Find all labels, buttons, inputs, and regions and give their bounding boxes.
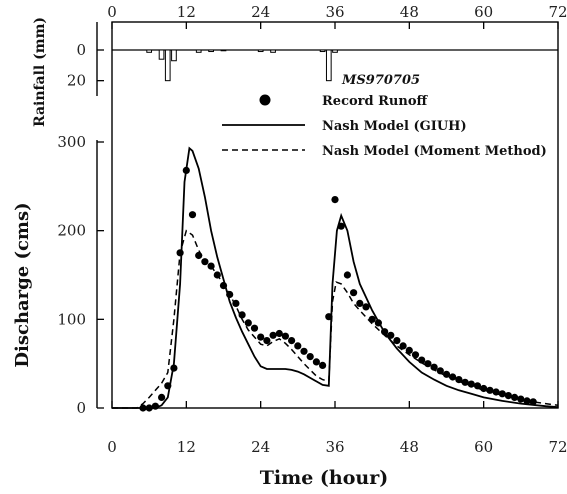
record-runoff-point (269, 331, 277, 339)
series-line-moment-method (112, 229, 559, 409)
record-runoff-point (356, 299, 364, 307)
x-tick-label-top: 72 (548, 3, 567, 21)
plot-frame (111, 21, 559, 409)
record-runoff-point (480, 384, 488, 393)
rainfall-bar (158, 49, 165, 60)
record-runoff-point (362, 303, 370, 311)
record-runoff-point (275, 329, 283, 338)
record-runoff-point (281, 332, 289, 340)
rainfall-bar (208, 49, 214, 53)
record-runoff-point (350, 289, 358, 297)
record-runoff-point (300, 347, 308, 355)
record-runoff-point (288, 337, 296, 345)
record-runoff-point (250, 324, 259, 332)
y-tick-label: 100 (57, 310, 86, 328)
y-tick-label: 200 (57, 222, 86, 240)
record-runoff-point (244, 319, 252, 327)
x-tick-label-top: 12 (177, 3, 196, 21)
x-tick-label-bottom: 72 (548, 438, 567, 456)
rainfall-axis-title: Rainfall (mm) (32, 17, 48, 127)
event-annotation: MS970705 (341, 73, 420, 88)
record-runoff-point (405, 346, 413, 354)
rainfall-bar (325, 49, 332, 82)
rainfall-bar (257, 49, 264, 53)
record-runoff-point (331, 196, 339, 204)
record-runoff-point (158, 393, 166, 401)
record-runoff-point (529, 398, 537, 406)
y-tick-label: 300 (57, 133, 86, 151)
legend: Record Runoff Nash Model (GIUH) Nash Mod… (222, 94, 547, 159)
series-layer (112, 146, 559, 412)
record-runoff-point (319, 361, 327, 369)
legend-marker-record-runoff (259, 94, 271, 106)
tick-labels: 0 0 12 12 24 24 36 36 48 48 60 60 72 72 0 100 200 300 0 20 (57, 3, 567, 456)
record-runoff-point (393, 337, 401, 345)
x-tick-label-bottom: 36 (325, 438, 344, 456)
record-runoff-point (312, 358, 320, 366)
x-tick-label-bottom: 12 (177, 438, 196, 456)
record-runoff-point (467, 380, 475, 388)
record-runoff-point (411, 351, 420, 359)
rainfall-bar (195, 49, 202, 53)
rainfall-bar (146, 49, 153, 53)
rainfall-tick-label: 0 (76, 41, 86, 59)
record-runoff-point (294, 342, 302, 350)
x-tick-label-top: 60 (474, 3, 493, 21)
x-axis-title: Time (hour) (260, 467, 388, 489)
record-runoff-point (442, 370, 451, 378)
record-runoff-point (257, 333, 265, 341)
x-tick-label-bottom: 0 (107, 438, 117, 456)
rainfall-bars (146, 49, 338, 82)
x-tick-label-top: 24 (251, 3, 270, 21)
rainfall-bar (171, 49, 177, 62)
x-tick-label-bottom: 24 (251, 438, 270, 456)
record-runoff-point (424, 360, 432, 368)
rainfall-bar (319, 49, 326, 53)
rainfall-bar (270, 49, 276, 53)
record-runoff-point (263, 337, 271, 345)
rainfall-tick-label: 20 (67, 72, 86, 90)
record-runoff-point (238, 311, 246, 319)
y-tick-label: 0 (76, 399, 86, 417)
record-runoff-point (510, 393, 519, 401)
record-runoff-point (498, 390, 506, 398)
record-runoff-point (418, 356, 426, 364)
legend-label-moment: Nash Model (Moment Method) (322, 144, 547, 159)
x-tick-label-bottom: 60 (474, 438, 493, 456)
y-axis-title: Discharge (cms) (12, 202, 33, 367)
x-tick-label-bottom: 48 (400, 438, 419, 456)
rainfall-bar (164, 49, 171, 82)
rainfall-bar (220, 49, 227, 52)
x-tick-label-top: 0 (107, 3, 117, 21)
record-runoff-point (436, 367, 444, 375)
rainfall-bar (332, 49, 338, 53)
record-runoff-point (306, 353, 314, 361)
x-tick-label-top: 48 (400, 3, 419, 21)
series-line-giuh (112, 146, 559, 409)
record-runoff-point (343, 271, 351, 279)
x-tick-label-top: 36 (325, 3, 344, 21)
record-runoff-point (399, 342, 407, 350)
record-runoff-point (461, 378, 469, 386)
record-runoff-point (188, 211, 197, 219)
legend-label-giuh: Nash Model (GIUH) (322, 119, 467, 134)
record-runoff-point (473, 382, 482, 390)
legend-label-record-runoff: Record Runoff (322, 94, 429, 109)
